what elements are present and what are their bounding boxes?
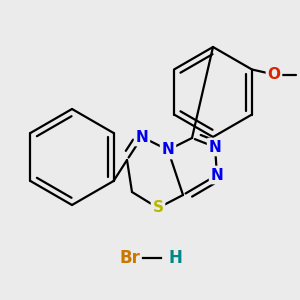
Text: Br: Br — [120, 249, 140, 267]
Text: H: H — [168, 249, 182, 267]
Text: N: N — [136, 130, 148, 145]
Text: N: N — [162, 142, 174, 158]
Text: S: S — [152, 200, 164, 215]
Text: O: O — [268, 67, 281, 82]
Text: N: N — [208, 140, 221, 154]
Text: N: N — [211, 167, 224, 182]
